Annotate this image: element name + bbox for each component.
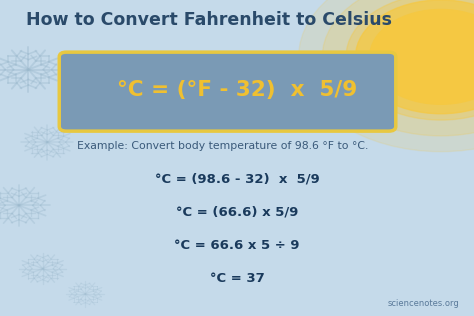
Text: Example: Convert body temperature of 98.6 °F to °C.: Example: Convert body temperature of 98.… — [77, 141, 368, 151]
Text: sciencenotes.org: sciencenotes.org — [388, 299, 460, 308]
Text: °C = (66.6) x 5/9: °C = (66.6) x 5/9 — [176, 205, 298, 218]
Circle shape — [322, 0, 474, 136]
Circle shape — [370, 9, 474, 104]
Text: °C = (°F - 32)  x  5/9: °C = (°F - 32) x 5/9 — [117, 80, 357, 100]
Circle shape — [346, 0, 474, 120]
Circle shape — [356, 0, 474, 114]
FancyBboxPatch shape — [59, 52, 396, 131]
Circle shape — [299, 0, 474, 152]
Text: °C = (98.6 - 32)  x  5/9: °C = (98.6 - 32) x 5/9 — [155, 172, 319, 185]
Text: How to Convert Fahrenheit to Celsius: How to Convert Fahrenheit to Celsius — [26, 11, 392, 29]
Text: °C = 66.6 x 5 ÷ 9: °C = 66.6 x 5 ÷ 9 — [174, 239, 300, 252]
Text: °C = 37: °C = 37 — [210, 272, 264, 285]
